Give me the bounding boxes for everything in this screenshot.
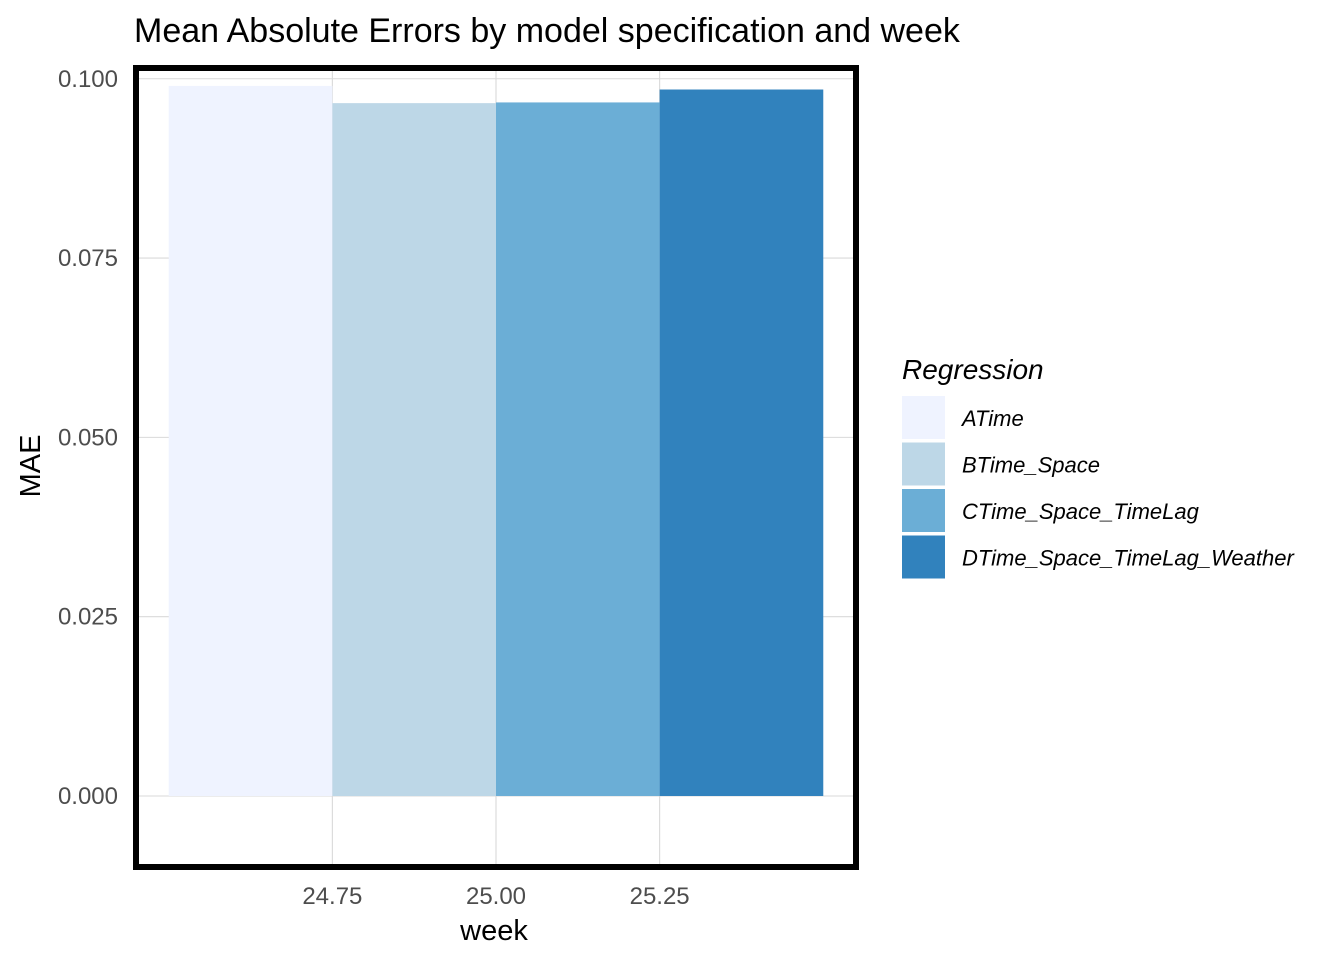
legend: Regression ATime BTime_Space CTime_Space_T…	[902, 354, 1295, 579]
y-tick-label: 0.075	[58, 245, 118, 272]
y-tick-label: 0.025	[58, 604, 118, 631]
panel-border	[133, 65, 859, 870]
y-axis-title: MAE	[15, 435, 47, 498]
x-tick-label: 25.00	[466, 883, 526, 910]
x-tick-label: 25.25	[630, 883, 690, 910]
bar-DTime_Space_TimeLag_Weather	[659, 89, 824, 796]
legend-title: Regression	[902, 354, 1044, 385]
y-tick-label: 0.000	[58, 783, 118, 810]
legend-label: CTime_Space_TimeLag	[962, 499, 1200, 524]
legend-label: DTime_Space_TimeLag_Weather	[962, 546, 1295, 571]
y-tick-label: 0.100	[58, 66, 118, 93]
x-axis-title: week	[459, 915, 528, 947]
x-axis-ticks: 24.75 25.00 25.25	[302, 883, 689, 910]
bar-ATime	[168, 85, 333, 796]
chart-title: Mean Absolute Errors by model specificat…	[134, 12, 961, 50]
legend-label: ATime	[960, 406, 1024, 431]
y-tick-label: 0.050	[58, 424, 118, 451]
legend-key-CTime_Space_TimeLag	[902, 489, 945, 532]
bars	[168, 85, 824, 796]
legend-key-ATime	[902, 396, 945, 439]
bar-BTime_Space	[332, 103, 496, 796]
legend-label: BTime_Space	[962, 453, 1100, 478]
legend-items: ATime BTime_Space CTime_Space_TimeLag DTime…	[902, 396, 1295, 579]
y-axis-ticks: 0.000 0.025 0.050 0.075 0.100	[58, 66, 118, 810]
x-tick-label: 24.75	[302, 883, 362, 910]
legend-key-BTime_Space	[902, 442, 945, 486]
legend-key-DTime_Space_TimeLag_Weather	[902, 535, 945, 579]
bar-CTime_Space_TimeLag	[496, 102, 660, 796]
